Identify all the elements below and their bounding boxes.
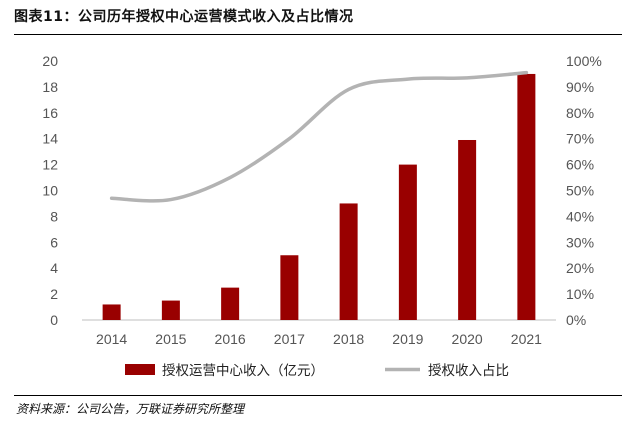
left-tick-label: 10 <box>42 183 58 199</box>
bar <box>458 139 477 320</box>
source-note: 资料来源：公司公告，万联证券研究所整理 <box>16 402 245 416</box>
bar <box>398 164 417 320</box>
bar <box>221 287 240 320</box>
bar <box>339 203 358 320</box>
left-tick-label: 14 <box>42 131 58 147</box>
right-tick-label: 0% <box>566 312 586 328</box>
left-tick-label: 12 <box>42 157 58 173</box>
left-tick-label: 2 <box>50 286 58 302</box>
figure-title: 图表11：公司历年授权中心运营模式收入及占比情况 <box>14 9 354 25</box>
x-tick-label: 2016 <box>215 331 246 347</box>
x-tick-label: 2021 <box>511 331 542 347</box>
left-tick-label: 6 <box>50 234 58 250</box>
right-tick-label: 100% <box>566 53 602 69</box>
right-tick-label: 80% <box>566 105 594 121</box>
right-tick-label: 90% <box>566 79 594 95</box>
x-tick-label: 2017 <box>274 331 305 347</box>
left-tick-label: 8 <box>50 208 58 224</box>
x-tick-label: 2020 <box>452 331 483 347</box>
left-tick-label: 0 <box>50 312 58 328</box>
right-tick-label: 10% <box>566 286 594 302</box>
right-tick-label: 70% <box>566 131 594 147</box>
left-tick-label: 4 <box>50 260 58 276</box>
right-tick-label: 40% <box>566 208 594 224</box>
legend-label-line: 授权收入占比 <box>428 362 509 379</box>
left-tick-label: 20 <box>42 53 58 69</box>
left-tick-label: 18 <box>42 79 58 95</box>
right-tick-label: 30% <box>566 234 594 250</box>
title-rule <box>14 34 622 35</box>
x-tick-label: 2014 <box>96 331 127 347</box>
x-tick-label: 2019 <box>392 331 423 347</box>
legend-swatch-bar <box>125 364 155 375</box>
right-tick-label: 50% <box>566 183 594 199</box>
bar <box>102 304 121 320</box>
source-rule <box>14 395 622 396</box>
legend-label-bar: 授权运营中心收入（亿元） <box>162 362 324 379</box>
right-tick-label: 60% <box>566 157 594 173</box>
bar <box>517 73 536 320</box>
x-tick-label: 2018 <box>333 331 364 347</box>
bar <box>280 255 299 320</box>
share-line <box>109 70 529 203</box>
x-tick-label: 2015 <box>155 331 186 347</box>
bar <box>161 300 180 320</box>
left-tick-label: 16 <box>42 105 58 121</box>
right-tick-label: 20% <box>566 260 594 276</box>
